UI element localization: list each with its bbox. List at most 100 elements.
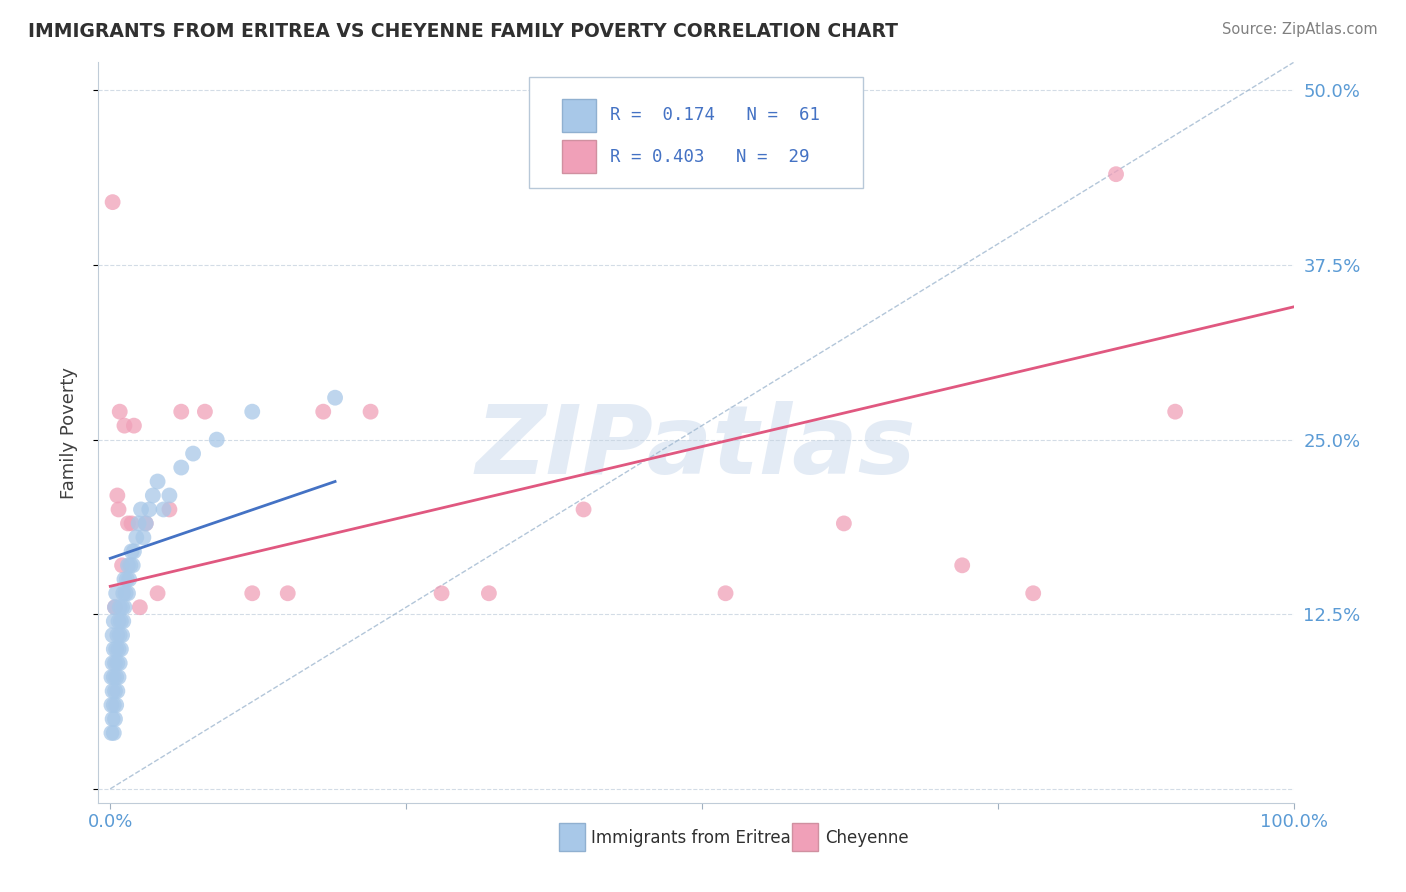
- Point: [101, 656, 124, 670]
- Point: [111, 558, 134, 573]
- FancyBboxPatch shape: [792, 822, 818, 851]
- Point: [107, 502, 129, 516]
- Point: [181, 446, 204, 460]
- Point: [572, 502, 595, 516]
- Point: [170, 460, 193, 475]
- Point: [121, 558, 143, 573]
- Point: [832, 516, 855, 531]
- Point: [108, 656, 131, 670]
- Text: IMMIGRANTS FROM ERITREA VS CHEYENNE FAMILY POVERTY CORRELATION CHART: IMMIGRANTS FROM ERITREA VS CHEYENNE FAMI…: [28, 22, 898, 41]
- Text: Source: ZipAtlas.com: Source: ZipAtlas.com: [1222, 22, 1378, 37]
- Point: [104, 712, 127, 726]
- Point: [125, 530, 148, 544]
- Point: [142, 488, 165, 502]
- FancyBboxPatch shape: [562, 140, 596, 173]
- Point: [430, 586, 453, 600]
- Point: [108, 628, 131, 642]
- Point: [103, 670, 125, 684]
- Point: [105, 698, 128, 712]
- Point: [112, 586, 135, 600]
- Point: [107, 670, 129, 684]
- Point: [157, 488, 180, 502]
- Point: [104, 600, 127, 615]
- Point: [138, 502, 160, 516]
- Text: ZIPatlas: ZIPatlas: [475, 401, 917, 494]
- Point: [129, 502, 152, 516]
- FancyBboxPatch shape: [529, 78, 863, 188]
- Y-axis label: Family Poverty: Family Poverty: [59, 367, 77, 499]
- Point: [100, 670, 122, 684]
- Point: [100, 726, 122, 740]
- FancyBboxPatch shape: [562, 99, 596, 132]
- Point: [103, 614, 125, 628]
- Point: [103, 642, 125, 657]
- Point: [105, 656, 128, 670]
- Point: [714, 586, 737, 600]
- Point: [105, 488, 128, 502]
- Point: [101, 712, 124, 726]
- Point: [101, 628, 124, 642]
- Point: [110, 614, 132, 628]
- Point: [103, 698, 125, 712]
- Point: [950, 558, 973, 573]
- Point: [112, 614, 135, 628]
- Point: [312, 405, 335, 419]
- Point: [117, 516, 139, 531]
- Point: [122, 544, 145, 558]
- Point: [117, 586, 139, 600]
- Point: [135, 516, 157, 531]
- Point: [128, 516, 150, 531]
- Point: [101, 195, 124, 210]
- Point: [104, 600, 127, 615]
- Point: [104, 684, 127, 698]
- Text: R =  0.174   N =  61: R = 0.174 N = 61: [610, 106, 820, 125]
- Point: [1164, 405, 1187, 419]
- Point: [114, 572, 136, 586]
- Point: [152, 502, 174, 516]
- Point: [117, 558, 139, 573]
- Point: [170, 405, 193, 419]
- Point: [122, 418, 145, 433]
- Point: [111, 628, 134, 642]
- Point: [1105, 167, 1128, 181]
- Point: [111, 600, 134, 615]
- Point: [360, 405, 382, 419]
- Point: [104, 656, 127, 670]
- Point: [114, 418, 136, 433]
- Point: [100, 698, 122, 712]
- Text: Immigrants from Eritrea: Immigrants from Eritrea: [591, 830, 790, 847]
- Point: [114, 586, 136, 600]
- Point: [107, 614, 129, 628]
- FancyBboxPatch shape: [558, 822, 585, 851]
- Point: [146, 586, 169, 600]
- Point: [120, 558, 142, 573]
- Point: [108, 405, 131, 419]
- Point: [105, 670, 128, 684]
- Point: [121, 516, 143, 531]
- Point: [277, 586, 299, 600]
- Point: [105, 628, 128, 642]
- Point: [323, 391, 346, 405]
- Point: [132, 530, 155, 544]
- Point: [115, 572, 138, 586]
- Point: [105, 586, 128, 600]
- Point: [101, 684, 124, 698]
- Text: R = 0.403   N =  29: R = 0.403 N = 29: [610, 148, 810, 166]
- Point: [105, 684, 128, 698]
- Point: [157, 502, 180, 516]
- Point: [240, 586, 263, 600]
- Text: Cheyenne: Cheyenne: [825, 830, 908, 847]
- Point: [128, 600, 150, 615]
- Point: [121, 544, 143, 558]
- Point: [110, 642, 132, 657]
- Point: [103, 726, 125, 740]
- Point: [146, 475, 169, 489]
- Point: [108, 600, 131, 615]
- Point: [194, 405, 217, 419]
- Point: [107, 642, 129, 657]
- Point: [105, 642, 128, 657]
- Point: [1022, 586, 1045, 600]
- Point: [478, 586, 501, 600]
- Point: [135, 516, 157, 531]
- Point: [114, 600, 136, 615]
